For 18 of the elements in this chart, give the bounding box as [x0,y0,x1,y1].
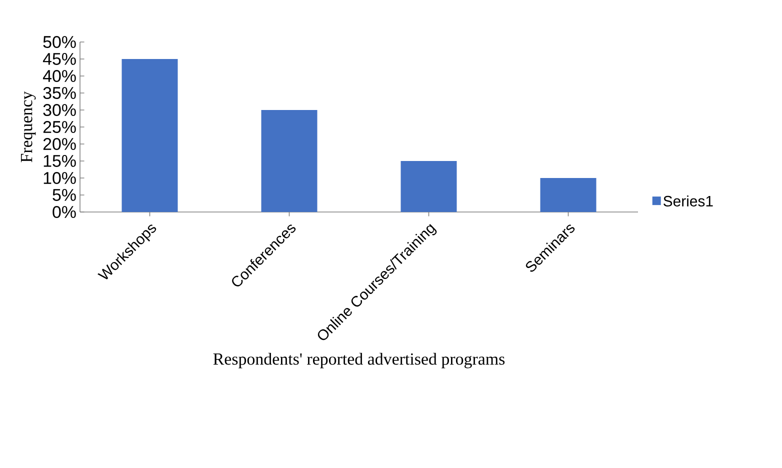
y-tick-label: 15% [44,155,76,167]
y-tick-label: 5% [52,189,76,201]
bar [261,110,318,212]
x-axis-title: Respondents' reported advertised programs [213,352,505,368]
y-tick-label: 10% [44,172,76,184]
y-tick-label: 20% [43,138,76,150]
y-tick-label: 50% [43,36,76,48]
y-tick-label: 0% [52,206,76,218]
bar [122,59,178,212]
legend-label: Series1 [664,195,713,206]
bar [400,161,457,212]
y-tick-label: 40% [42,70,76,82]
y-tick-label: 35% [43,87,76,100]
y-tick-label: 30% [43,104,76,116]
bar [540,178,596,212]
y-tick-label: 25% [43,121,76,133]
y-tick-label: 45% [42,53,76,65]
y-axis-title: Frequency [20,91,36,162]
